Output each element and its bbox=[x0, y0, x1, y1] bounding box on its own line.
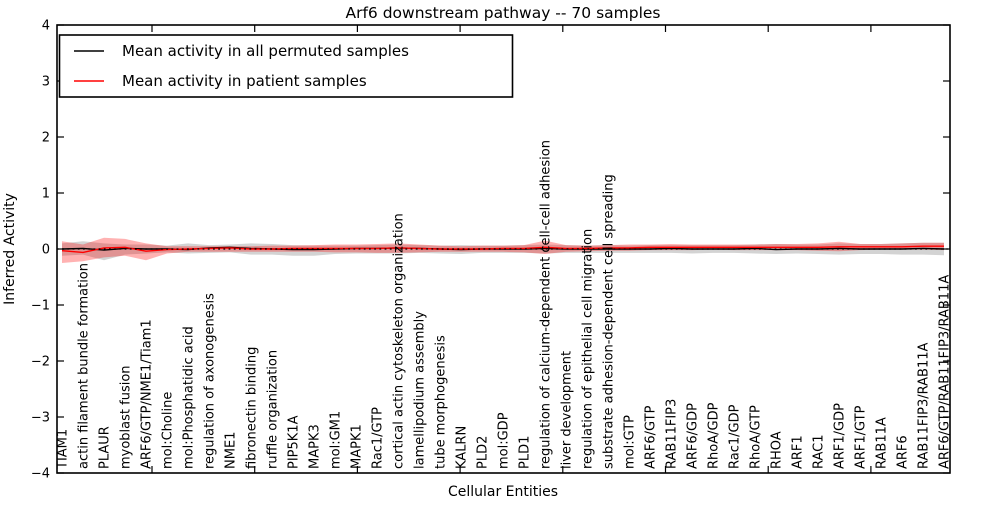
x-category-label: ARF1/GDP bbox=[833, 403, 848, 469]
x-category-label: ARF1/GTP bbox=[854, 405, 869, 469]
x-category-label: ARF6 bbox=[896, 435, 911, 469]
x-category-label: fibronectin binding bbox=[245, 347, 260, 469]
x-category-label: RAC1 bbox=[812, 434, 827, 469]
axis-ticks bbox=[57, 24, 950, 474]
x-category-label: mol:GDP bbox=[497, 412, 512, 469]
x-category-label: ruffle organization bbox=[266, 350, 281, 469]
x-category-label: ARF6/GTP bbox=[644, 405, 659, 469]
x-category-label: lamellipodium assembly bbox=[413, 311, 428, 469]
x-category-label: actin filament bundle formation bbox=[77, 263, 92, 469]
x-category-label: substrate adhesion-dependent cell spread… bbox=[602, 174, 617, 469]
x-category-label: regulation of axonogenesis bbox=[203, 293, 218, 469]
y-tick-label: 2 bbox=[42, 131, 50, 146]
x-tick-labels: TIAM1 actin filament bundle formation PLAU… bbox=[56, 140, 953, 470]
y-tick-label: 1 bbox=[42, 187, 50, 202]
x-category-label: KALRN bbox=[455, 426, 470, 469]
x-category-label: RAB11FIP3/RAB11A bbox=[917, 342, 932, 469]
y-tick-label: 0 bbox=[42, 243, 50, 258]
x-axis-label: Cellular Entities bbox=[448, 484, 558, 500]
x-category-label: tube morphogenesis bbox=[434, 335, 449, 469]
y-axis-label: Inferred Activity bbox=[2, 193, 18, 305]
x-category-label: MAPK1 bbox=[350, 424, 365, 469]
x-category-label: ARF6/GDP bbox=[686, 403, 701, 469]
x-category-label: ARF6/GTP/RAB11FIP3/RAB11A bbox=[938, 275, 953, 469]
x-category-label: RAB11FIP3 bbox=[665, 399, 680, 469]
x-category-label: regulation of calcium-dependent cell-cel… bbox=[539, 140, 554, 469]
x-category-label: RAB11A bbox=[875, 417, 890, 469]
y-tick-label: −4 bbox=[31, 467, 50, 482]
legend-box bbox=[58, 34, 514, 98]
x-category-label: MAPK3 bbox=[308, 424, 323, 469]
x-category-label: regulation of epithelial cell migration bbox=[581, 229, 596, 469]
x-category-label: mol:Choline bbox=[161, 392, 176, 469]
permuted-std-band bbox=[62, 241, 944, 261]
x-category-label: RhoA/GTP bbox=[749, 405, 764, 469]
chart-title: Arf6 downstream pathway -- 70 samples bbox=[346, 4, 661, 22]
x-category-label: mol:GM1 bbox=[329, 411, 344, 469]
x-category-label: RhoA/GDP bbox=[707, 402, 722, 469]
x-category-label: liver development bbox=[560, 351, 575, 469]
legend-label-patient-samples: Mean activity in patient samples bbox=[122, 72, 367, 90]
y-tick-label: −3 bbox=[31, 411, 50, 426]
x-category-label: TIAM1 bbox=[56, 429, 71, 470]
x-category-label: RHOA bbox=[770, 431, 785, 469]
y-tick-label: 4 bbox=[42, 19, 50, 34]
plot-layers bbox=[57, 237, 950, 263]
patient-std-band bbox=[62, 237, 944, 263]
x-category-label: NME1 bbox=[224, 432, 239, 469]
y-tick-label: 3 bbox=[42, 75, 50, 90]
y-tick-label: −1 bbox=[31, 299, 50, 314]
x-category-label: Rac1/GTP bbox=[371, 407, 386, 469]
x-category-label: Rac1/GDP bbox=[728, 404, 743, 469]
x-category-label: PLD2 bbox=[476, 436, 491, 469]
x-category-label: cortical actin cytoskeleton organization bbox=[392, 213, 407, 469]
x-category-label: mol:GTP bbox=[623, 415, 638, 469]
x-category-label: PIP5K1A bbox=[287, 415, 302, 469]
x-category-label: ARF6/GTP/NME1/Tiam1 bbox=[140, 319, 155, 469]
x-category-label: myoblast fusion bbox=[119, 365, 134, 469]
y-tick-label: −2 bbox=[31, 355, 50, 370]
x-category-label: PLAUR bbox=[98, 426, 113, 469]
legend: Mean activity in all permuted samples Me… bbox=[58, 34, 514, 98]
x-category-label: ARF1 bbox=[791, 435, 806, 469]
legend-label-permuted-samples: Mean activity in all permuted samples bbox=[122, 42, 409, 60]
y-tick-labels: 4 3 2 1 0 −1 −2 −3 −4 bbox=[31, 19, 50, 482]
x-category-label: mol:Phosphatidic acid bbox=[182, 326, 197, 469]
x-category-label: PLD1 bbox=[518, 436, 533, 469]
